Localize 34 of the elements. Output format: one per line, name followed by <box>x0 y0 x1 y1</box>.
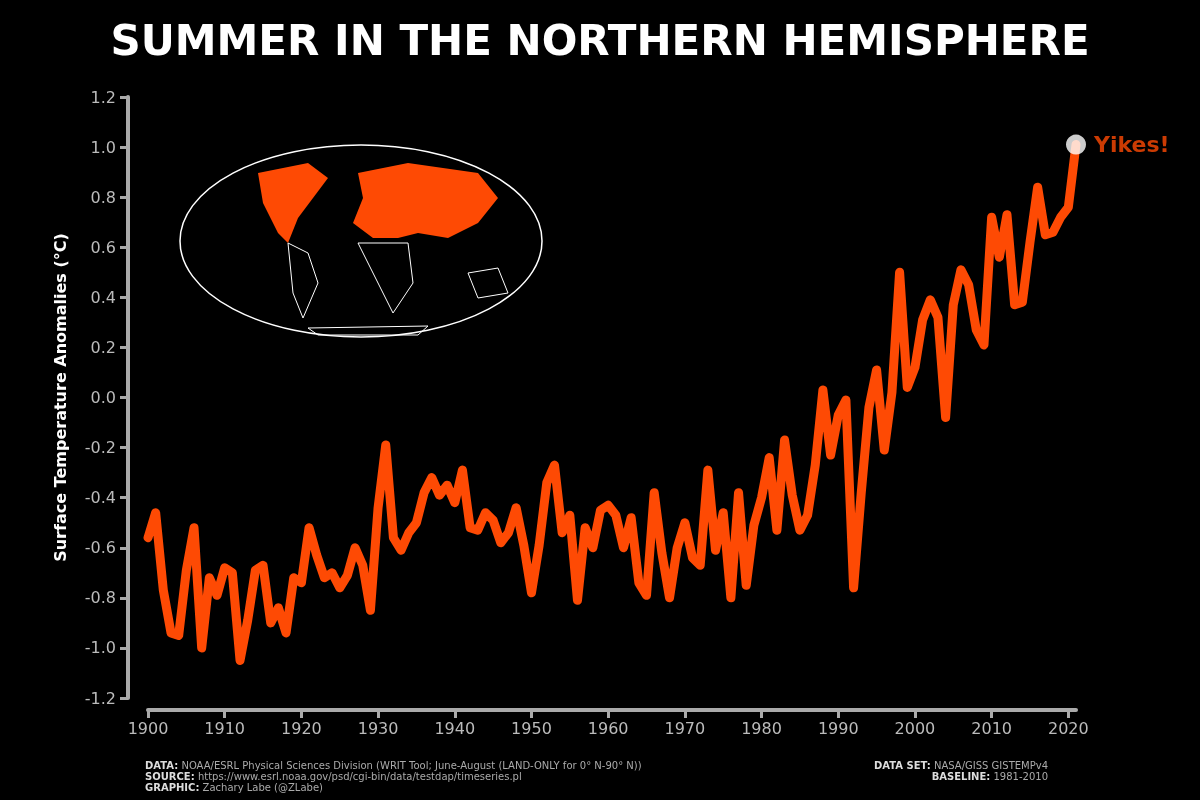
source-note: SOURCE: https://www.esrl.noaa.gov/psd/cgi-bin/data/testdap/timeseries.pl <box>145 771 522 782</box>
x-tick-label: 1900 <box>127 718 169 738</box>
x-tick-label: 2020 <box>1047 718 1089 738</box>
y-tick-label: 0.4 <box>90 287 116 307</box>
x-tick-label: 1960 <box>587 718 629 738</box>
y-axis-title: Surface Temperature Anomalies (°C) <box>50 233 70 562</box>
y-tick-label: -0.6 <box>84 538 116 558</box>
text: GRAPHIC: Zachary Labe (@ZLabe) <box>145 782 323 793</box>
y-tick-label: 0.6 <box>90 237 116 257</box>
x-tick-label: 1980 <box>741 718 782 738</box>
y-tick-label: 1.0 <box>90 137 116 157</box>
y-tick-label: 0.2 <box>90 337 116 357</box>
x-tick-label: 1990 <box>817 718 859 738</box>
x-tick-label: 1920 <box>281 718 322 738</box>
y-tick-label: 0.0 <box>90 388 116 407</box>
x-tick-label: 2000 <box>894 718 936 738</box>
y-tick-label: 1.2 <box>90 87 116 107</box>
y-tick-label: -1.2 <box>84 688 116 708</box>
y-tick-label: -0.2 <box>84 438 116 458</box>
text: DATA SET: NASA/GISS GISTEMPv4 <box>873 760 1048 771</box>
annotation: Yikes! <box>1093 132 1170 158</box>
x-tick-label: 1950 <box>511 718 552 738</box>
y-tick-label: -1.0 <box>84 638 116 658</box>
x-tick-label: 1910 <box>204 718 246 738</box>
chart-title: SUMMER IN THE NORTHERN HEMISPHERE <box>110 15 1090 65</box>
y-tick-label: -0.8 <box>84 588 116 608</box>
x-tick-label: 1970 <box>664 718 706 738</box>
y-tick-label: -0.4 <box>84 488 116 508</box>
y-tick-label: 0.8 <box>90 187 116 207</box>
text: BASELINE: 1981-2010 <box>931 771 1048 782</box>
text: DATA: NOAA/ESRL Physical Sciences Division (WRIT Tool; June-August (LAND-ONLY for 0° N-90° N)) <box>145 760 642 771</box>
x-tick-label: 2010 <box>971 718 1012 738</box>
x-tick-label: 1930 <box>357 718 399 738</box>
x-tick-label: 1940 <box>434 718 476 738</box>
